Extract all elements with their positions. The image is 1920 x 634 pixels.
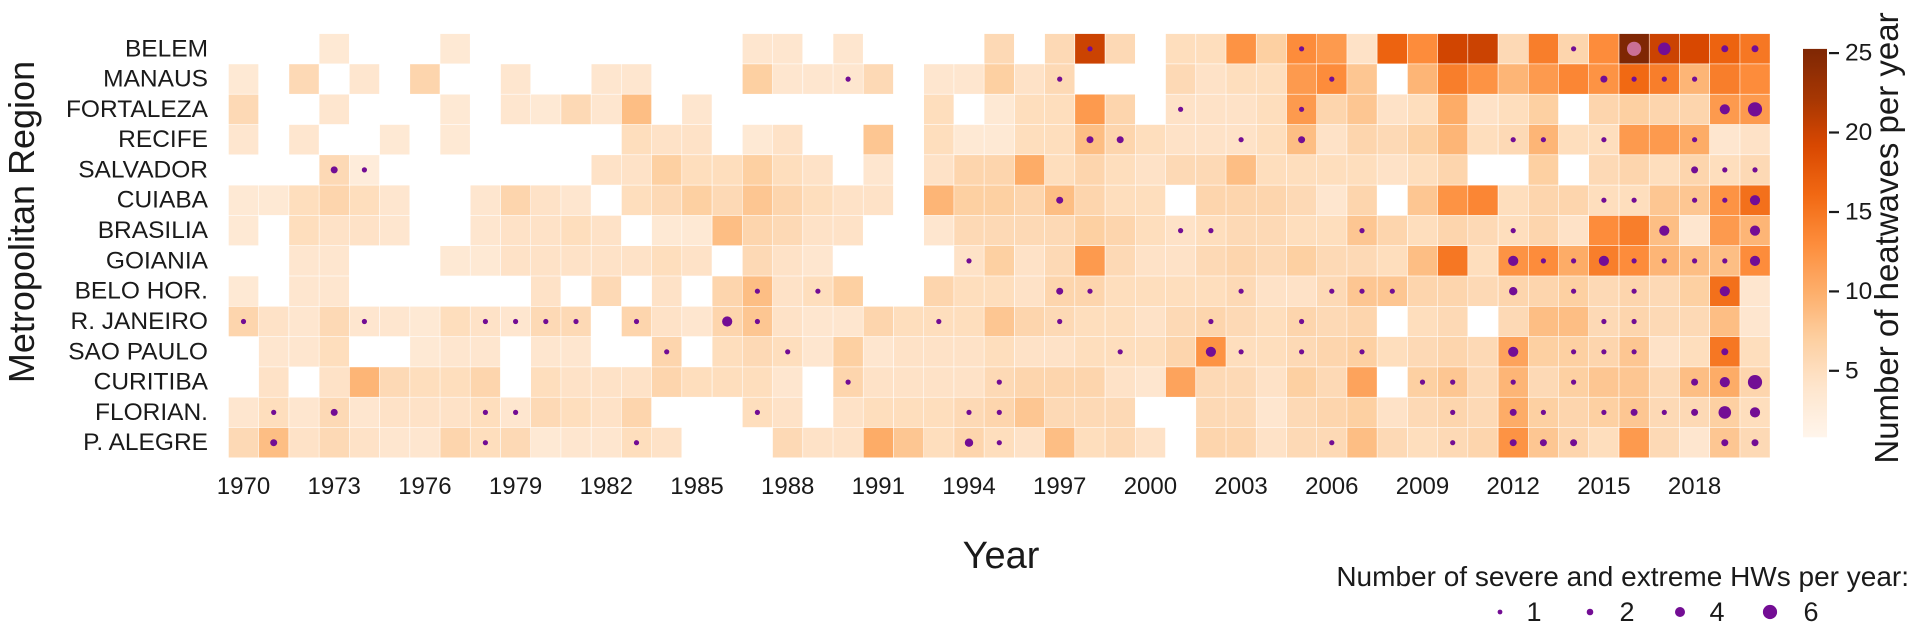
svg-text:Year: Year <box>963 535 1040 577</box>
svg-text:1991: 1991 <box>852 473 905 500</box>
svg-text:BELO HOR.: BELO HOR. <box>75 278 208 305</box>
svg-text:FORTALEZA: FORTALEZA <box>66 96 209 123</box>
svg-text:Number of heatwaves per year: Number of heatwaves per year <box>1868 12 1905 463</box>
svg-text:1985: 1985 <box>670 473 723 500</box>
svg-text:1973: 1973 <box>308 473 361 500</box>
svg-text:2000: 2000 <box>1124 473 1177 500</box>
svg-text:1: 1 <box>1526 597 1541 627</box>
svg-text:MANAUS: MANAUS <box>103 66 208 93</box>
svg-text:2009: 2009 <box>1396 473 1449 500</box>
svg-text:BELEM: BELEM <box>125 35 208 62</box>
svg-text:SAO PAULO: SAO PAULO <box>68 338 208 365</box>
svg-text:BRASILIA: BRASILIA <box>98 217 209 244</box>
svg-text:FLORIAN.: FLORIAN. <box>95 399 208 426</box>
svg-text:4: 4 <box>1709 597 1724 627</box>
svg-text:GOIANIA: GOIANIA <box>106 247 209 274</box>
svg-text:1970: 1970 <box>217 473 270 500</box>
svg-text:CUIABA: CUIABA <box>117 187 209 214</box>
svg-text:RECIFE: RECIFE <box>118 126 208 153</box>
svg-text:2015: 2015 <box>1577 473 1630 500</box>
svg-text:1976: 1976 <box>398 473 451 500</box>
svg-text:SALVADOR: SALVADOR <box>78 156 208 183</box>
svg-text:15: 15 <box>1845 199 1872 226</box>
svg-text:2018: 2018 <box>1668 473 1721 500</box>
svg-text:Number of severe and extreme H: Number of severe and extreme HWs per yea… <box>1336 561 1909 592</box>
svg-text:6: 6 <box>1803 597 1818 627</box>
svg-text:2: 2 <box>1619 597 1634 627</box>
svg-text:1997: 1997 <box>1033 473 1086 500</box>
svg-text:1994: 1994 <box>942 473 995 500</box>
svg-text:1979: 1979 <box>489 473 542 500</box>
svg-text:1988: 1988 <box>761 473 814 500</box>
svg-text:1982: 1982 <box>580 473 633 500</box>
svg-text:10: 10 <box>1845 278 1872 305</box>
svg-text:25: 25 <box>1845 40 1872 67</box>
svg-text:P. ALEGRE: P. ALEGRE <box>83 429 208 456</box>
svg-text:2012: 2012 <box>1487 473 1540 500</box>
svg-text:CURITIBA: CURITIBA <box>94 369 209 396</box>
svg-text:2006: 2006 <box>1305 473 1358 500</box>
svg-text:Metropolitan Region: Metropolitan Region <box>1 61 42 383</box>
svg-text:2003: 2003 <box>1214 473 1267 500</box>
svg-text:5: 5 <box>1845 357 1859 384</box>
svg-text:R. JANEIRO: R. JANEIRO <box>71 308 209 335</box>
svg-text:20: 20 <box>1845 119 1872 146</box>
